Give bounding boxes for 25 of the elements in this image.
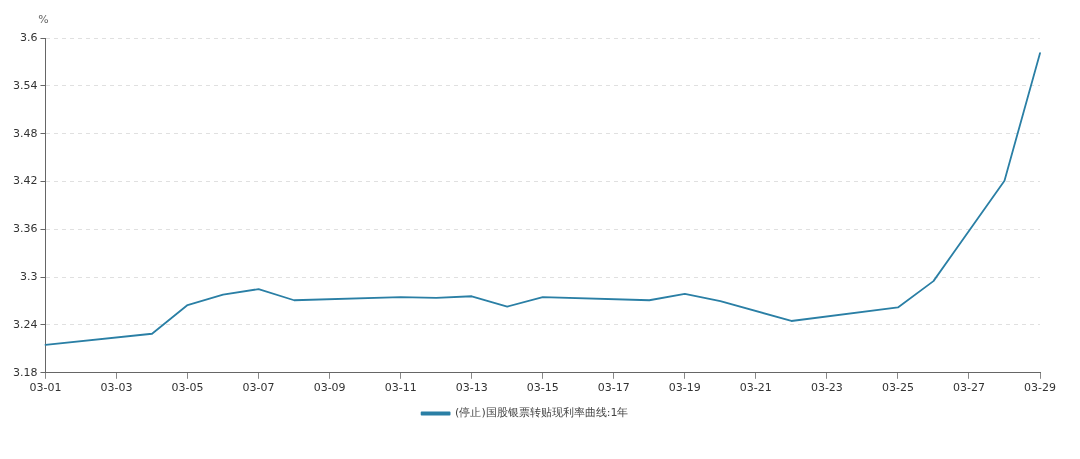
y-tick-label: 3.18 bbox=[12, 365, 38, 379]
y-tick-label: 3.54 bbox=[12, 78, 38, 92]
x-tick-label: 03-09 bbox=[313, 381, 346, 395]
x-tick-label: 03-11 bbox=[384, 381, 417, 395]
y-tick-label: 3.36 bbox=[12, 222, 38, 236]
x-tick-label: 03-07 bbox=[242, 381, 275, 395]
y-tick-label: 3.48 bbox=[12, 126, 38, 140]
x-tick-label: 03-17 bbox=[597, 381, 630, 395]
x-tick-label: 03-23 bbox=[810, 381, 843, 395]
x-tick-label: 03-21 bbox=[739, 381, 772, 395]
x-tick-label: 03-13 bbox=[455, 381, 488, 395]
y-axis-title: % bbox=[38, 13, 49, 27]
x-tick-label: 03-25 bbox=[881, 381, 914, 395]
x-tick-label: 03-01 bbox=[29, 381, 62, 395]
x-tick-label: 03-05 bbox=[171, 381, 204, 395]
x-tick-label: 03-19 bbox=[668, 381, 701, 395]
x-tick-label: 03-15 bbox=[526, 381, 559, 395]
y-tick-label: 3.24 bbox=[12, 317, 38, 331]
y-tick-label: 3.3 bbox=[19, 270, 38, 283]
x-tick-label: 03-03 bbox=[100, 381, 133, 395]
legend-label: (停止)国股银票转贴现利率曲线:1年 bbox=[455, 406, 629, 420]
x-tick-label: 03-27 bbox=[952, 381, 985, 395]
y-tick-label: 3.6 bbox=[19, 30, 38, 44]
y-tick-label: 3.42 bbox=[12, 174, 38, 188]
x-tick-label: 03-29 bbox=[1024, 381, 1056, 395]
